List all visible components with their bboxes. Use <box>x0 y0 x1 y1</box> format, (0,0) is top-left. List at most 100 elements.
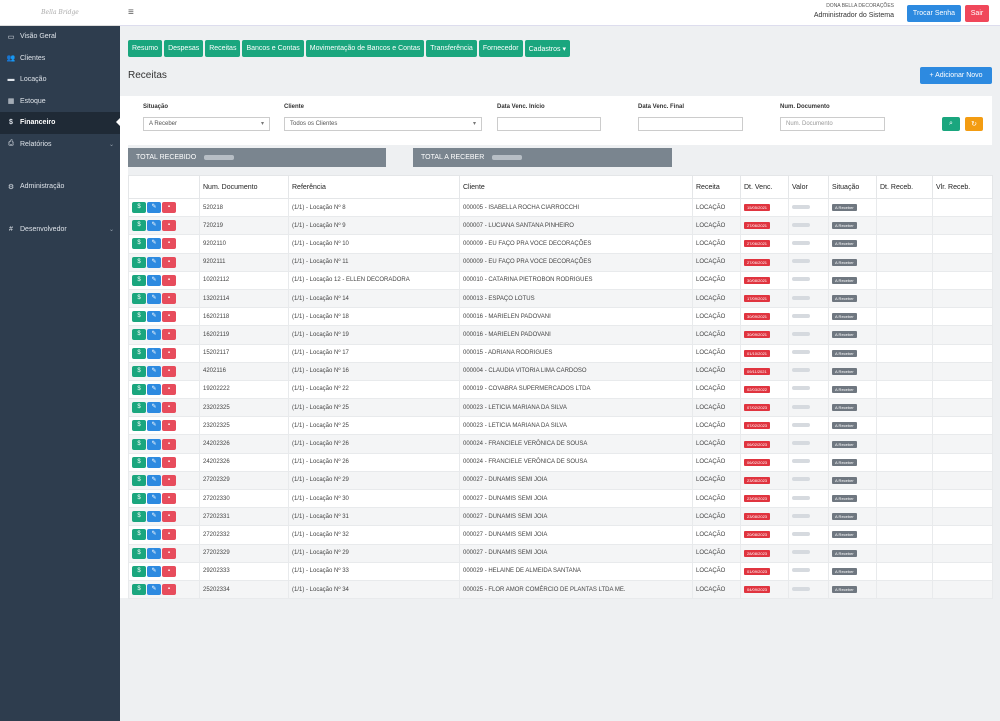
sidebar-item-financeiro[interactable]: $ Financeiro <box>0 112 120 134</box>
pay-button[interactable]: $ <box>132 474 146 486</box>
sidebar-item-desenvolvedor[interactable]: # Desenvolvedor ⌄ <box>0 219 120 241</box>
edit-button[interactable]: ✎ <box>147 293 161 305</box>
pencil-icon: ✎ <box>151 349 157 356</box>
pay-button[interactable]: $ <box>132 274 146 286</box>
edit-button[interactable]: ✎ <box>147 402 161 414</box>
pay-button[interactable]: $ <box>132 565 146 577</box>
delete-button[interactable]: ▪ <box>162 402 176 414</box>
nav-button-2[interactable]: Receitas <box>205 40 241 57</box>
edit-button[interactable]: ✎ <box>147 456 161 468</box>
pay-button[interactable]: $ <box>132 547 146 559</box>
refresh-button[interactable]: ↻ <box>965 117 983 131</box>
nav-button-5[interactable]: Transferência <box>426 40 477 57</box>
delete-button[interactable]: ▪ <box>162 274 176 286</box>
edit-button[interactable]: ✎ <box>147 220 161 232</box>
edit-button[interactable]: ✎ <box>147 420 161 432</box>
status-select[interactable]: A Receber ▾ <box>143 117 270 131</box>
pay-button[interactable]: $ <box>132 311 146 323</box>
search-button[interactable]: ⌕ <box>942 117 960 131</box>
logout-button[interactable]: Sair <box>965 5 989 22</box>
sidebar-item-vis-o-geral[interactable]: ▭ Visão Geral <box>0 26 120 48</box>
delete-button[interactable]: ▪ <box>162 511 176 523</box>
delete-button[interactable]: ▪ <box>162 220 176 232</box>
pay-button[interactable]: $ <box>132 511 146 523</box>
sidebar-item-clientes[interactable]: 👥 Clientes <box>0 48 120 70</box>
edit-button[interactable]: ✎ <box>147 438 161 450</box>
delete-button[interactable]: ▪ <box>162 202 176 214</box>
edit-button[interactable]: ✎ <box>147 202 161 214</box>
logo[interactable]: Bella Bridge <box>0 0 120 26</box>
delete-button[interactable]: ▪ <box>162 420 176 432</box>
edit-button[interactable]: ✎ <box>147 584 161 596</box>
delete-button[interactable]: ▪ <box>162 565 176 577</box>
delete-button[interactable]: ▪ <box>162 474 176 486</box>
edit-button[interactable]: ✎ <box>147 511 161 523</box>
received-date <box>876 561 933 581</box>
edit-button[interactable]: ✎ <box>147 493 161 505</box>
pay-button[interactable]: $ <box>132 329 146 341</box>
pay-button[interactable]: $ <box>132 202 146 214</box>
nav-button-4[interactable]: Movimentação de Bancos e Contas <box>305 40 425 57</box>
delete-button[interactable]: ▪ <box>162 456 176 468</box>
pay-button[interactable]: $ <box>132 256 146 268</box>
pay-button[interactable]: $ <box>132 402 146 414</box>
change-password-button[interactable]: Trocar Senha <box>907 5 961 22</box>
edit-button[interactable]: ✎ <box>147 238 161 250</box>
nav-button-0[interactable]: Resumo <box>128 40 163 57</box>
pay-button[interactable]: $ <box>132 493 146 505</box>
pay-button[interactable]: $ <box>132 584 146 596</box>
pay-button[interactable]: $ <box>132 456 146 468</box>
delete-button[interactable]: ▪ <box>162 365 176 377</box>
pay-button[interactable]: $ <box>132 383 146 395</box>
row-actions: $ ✎ ▪ <box>128 361 200 381</box>
pay-button[interactable]: $ <box>132 238 146 250</box>
due-end-input[interactable] <box>638 117 743 131</box>
edit-button[interactable]: ✎ <box>147 365 161 377</box>
sidebar-item-estoque[interactable]: ▦ Estoque <box>0 91 120 113</box>
delete-button[interactable]: ▪ <box>162 293 176 305</box>
delete-button[interactable]: ▪ <box>162 311 176 323</box>
delete-button[interactable]: ▪ <box>162 238 176 250</box>
edit-button[interactable]: ✎ <box>147 311 161 323</box>
edit-button[interactable]: ✎ <box>147 565 161 577</box>
pay-button[interactable]: $ <box>132 293 146 305</box>
delete-button[interactable]: ▪ <box>162 329 176 341</box>
edit-button[interactable]: ✎ <box>147 256 161 268</box>
client-select[interactable]: Todos os Clientes ▾ <box>284 117 482 131</box>
delete-button[interactable]: ▪ <box>162 547 176 559</box>
pay-button[interactable]: $ <box>132 420 146 432</box>
delete-button[interactable]: ▪ <box>162 383 176 395</box>
edit-button[interactable]: ✎ <box>147 347 161 359</box>
delete-button[interactable]: ▪ <box>162 438 176 450</box>
edit-button[interactable]: ✎ <box>147 274 161 286</box>
delete-button[interactable]: ▪ <box>162 256 176 268</box>
delete-button[interactable]: ▪ <box>162 347 176 359</box>
pay-button[interactable]: $ <box>132 365 146 377</box>
edit-button[interactable]: ✎ <box>147 383 161 395</box>
hamburger-menu-icon[interactable]: ≡ <box>128 7 134 18</box>
pay-button[interactable]: $ <box>132 529 146 541</box>
pay-button[interactable]: $ <box>132 220 146 232</box>
sidebar-item-administra-o[interactable]: ⚙ Administração <box>0 176 120 198</box>
pay-button[interactable]: $ <box>132 347 146 359</box>
due-start-input[interactable] <box>497 117 601 131</box>
nav-button-3[interactable]: Bancos e Contas <box>242 40 304 57</box>
received-amount <box>932 361 993 381</box>
due-date: 01/10/2021 <box>740 343 789 363</box>
edit-button[interactable]: ✎ <box>147 329 161 341</box>
delete-button[interactable]: ▪ <box>162 529 176 541</box>
delete-button[interactable]: ▪ <box>162 584 176 596</box>
sidebar-item-relat-rios[interactable]: ⎙ Relatórios ⌄ <box>0 134 120 156</box>
nav-button-7[interactable]: Cadastros ▾ <box>524 40 570 57</box>
nav-button-1[interactable]: Despesas <box>164 40 204 57</box>
reference: (1/1) - Locação Nº 29 <box>288 470 460 491</box>
edit-button[interactable]: ✎ <box>147 529 161 541</box>
edit-button[interactable]: ✎ <box>147 474 161 486</box>
nav-button-6[interactable]: Fornecedor <box>478 40 523 57</box>
add-new-button[interactable]: + Adicionar Novo <box>920 67 992 84</box>
edit-button[interactable]: ✎ <box>147 547 161 559</box>
delete-button[interactable]: ▪ <box>162 493 176 505</box>
pay-button[interactable]: $ <box>132 438 146 450</box>
doc-number-input[interactable]: Num. Documento <box>780 117 885 131</box>
sidebar-item-loca-o[interactable]: ▬ Locação <box>0 69 120 91</box>
